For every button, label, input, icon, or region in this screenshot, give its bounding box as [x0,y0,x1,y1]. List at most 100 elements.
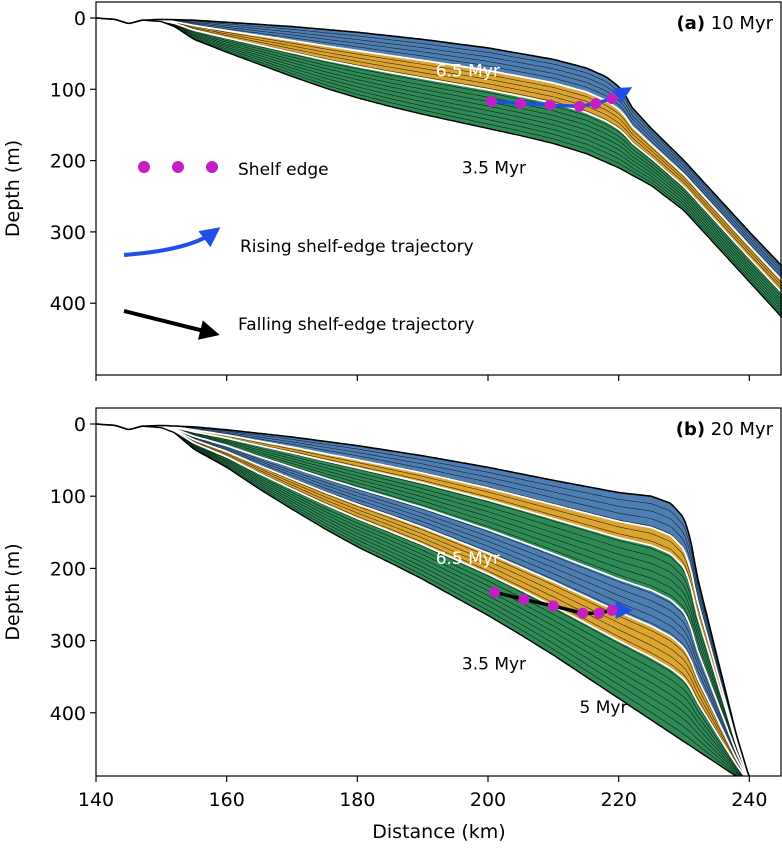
strata-line [96,423,739,776]
age-annotation: 6.5 Myr [436,549,500,569]
y-tick-label: 100 [50,486,86,508]
strata-line [96,17,782,270]
unit-boundary [96,423,746,776]
y-tick-label: 400 [50,293,86,315]
strata-line [96,423,746,776]
plot-area-b: 6.5 Myr 3.5 Myr 5 Myr [96,423,751,776]
shelf-edge-point [518,593,530,605]
shelf-edge-point [590,98,602,110]
seafloor-line [96,423,751,776]
axes-frame [95,407,782,777]
y-tick-label: 300 [50,222,86,244]
panel-letter: (b) [676,419,705,440]
y-tick-label: 100 [50,79,86,101]
unit-boundary [96,423,748,776]
legend-shelf-edge-marker [138,161,150,173]
shelf-edge-point [544,99,556,111]
legend-shelf-edge-marker [172,161,184,173]
unit-boundary [96,17,782,282]
panel-time: 10 Myr [705,13,774,34]
unit-boundary [96,17,782,294]
shelf-edge-point [574,100,585,112]
strata-line [96,17,782,298]
basement-line [96,423,738,776]
legend-rising-arrow [123,227,221,257]
shelf-edge-point [485,95,497,107]
strata-line [96,423,750,776]
y-tick-label: 200 [50,151,86,173]
strata-line [96,423,747,776]
y-axis-label: Depth (m) [2,543,24,640]
strata-line [96,17,782,307]
strata-line [96,17,782,278]
x-tick-label: 220 [601,789,637,811]
age-annotation: 3.5 Myr [462,158,526,178]
panel-title: (b) 20 Myr [676,419,774,440]
strata-line [96,17,782,310]
x-tick-label: 180 [339,789,375,811]
panel-b: 6.5 Myr 3.5 Myr 5 Myr 0 100 200 300 400 Depth (m… [2,407,782,782]
x-tick-label: 160 [209,789,245,811]
stratigraphic-unit-1 [96,18,782,318]
shelf-edge-point [593,607,605,619]
shared-axis: 140 160 180 200 220 240 Distance (km) [78,789,768,843]
strata-line [96,423,747,776]
strata-line [96,17,782,284]
panel-a: 6.5 Myr 3.5 Myr 0 100 200 300 400 Depth (m) (a) … [2,1,782,381]
legend-shelf-edge-label: Shelf edge [238,160,329,180]
legend-shelf-edge-marker [206,161,218,173]
strata-line [96,17,782,290]
strata-line [96,17,782,273]
strata-line [96,423,741,776]
x-axis-label: Distance (km) [372,821,505,843]
strata-line [96,423,748,776]
x-tick-label: 240 [731,789,767,811]
legend: Shelf edge Rising shelf-edge trajectory Fa… [123,160,474,340]
basement-line [96,17,782,318]
panel-letter: (a) [676,13,705,34]
shelf-edge-point [577,607,589,619]
shelf-edge-point [547,600,559,612]
y-axis-label: Depth (m) [2,140,24,237]
unit-boundary [96,423,749,776]
legend-falling-arrow [123,309,220,340]
age-annotation: 5 Myr [580,698,628,718]
y-tick-label: 0 [74,414,86,436]
strata-line [96,423,748,776]
strata-line [96,423,745,776]
panel-title: (a) 10 Myr [676,13,773,34]
strata-line [96,423,749,776]
panel-time: 20 Myr [705,419,774,440]
y-tick-label: 300 [50,631,86,653]
strata-line [96,17,782,304]
strata-line [96,423,742,776]
stratigraphic-unit-4 [96,424,749,776]
strata-line [96,17,782,275]
stratigraphic-unit-3 [96,424,748,776]
strata-line [96,17,782,313]
strata-line [96,17,782,315]
strata-line [96,423,748,776]
strata-line [96,17,782,287]
shelf-edge-point [606,604,618,616]
shelf-edge-point [606,93,618,105]
x-tick-label: 140 [78,789,114,811]
unit-boundary [96,423,750,776]
x-tick-label: 200 [470,789,506,811]
strata-line [96,17,782,301]
strata-line [96,423,744,776]
y-tick-label: 200 [50,558,86,580]
y-tick-label: 400 [50,703,86,725]
shelf-edge-point [515,98,527,110]
strata-line [96,423,746,776]
strata-line [96,423,743,776]
stratigraphic-unit-3 [96,18,782,281]
legend-rising-label: Rising shelf-edge trajectory [240,237,474,257]
age-annotation: 6.5 Myr [436,62,500,82]
stratigraphic-unit-2 [96,18,782,293]
shelf-edge-point [489,586,500,598]
strata-line [96,423,740,776]
seafloor-line [96,17,782,267]
legend-falling-label: Falling shelf-edge trajectory [238,315,474,335]
